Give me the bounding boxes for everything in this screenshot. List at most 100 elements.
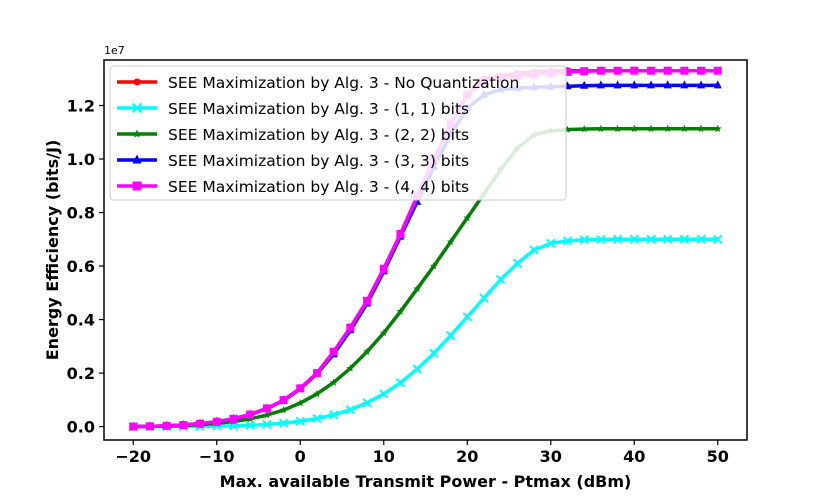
- legend-label: SEE Maximization by Alg. 3 - (3, 3) bits: [168, 152, 469, 170]
- data-point: [713, 80, 722, 89]
- data-point: [512, 258, 523, 269]
- data-point: [131, 102, 143, 114]
- data-point: [196, 419, 205, 428]
- data-point: [262, 419, 272, 430]
- legend: SEE Maximization by Alg. 3 - No Quantiza…: [109, 65, 567, 201]
- y-tick-label: 0.2: [67, 364, 95, 383]
- data-point: [162, 421, 171, 430]
- data-point: [680, 66, 689, 75]
- data-point: [445, 330, 456, 341]
- data-point: [346, 364, 355, 372]
- plot-area: [103, 59, 748, 441]
- data-point: [662, 234, 673, 245]
- data-point: [479, 293, 489, 303]
- data-point: [579, 235, 589, 245]
- data-point: [412, 364, 422, 374]
- y-tick-label: 0.6: [67, 257, 95, 276]
- data-point: [680, 124, 689, 133]
- data-point: [278, 418, 289, 428]
- data-point: [613, 66, 622, 75]
- data-point: [646, 234, 656, 245]
- data-point: [279, 396, 288, 405]
- data-point: [430, 262, 438, 270]
- data-point: [663, 124, 672, 133]
- data-point: [663, 80, 672, 89]
- data-point: [646, 66, 655, 75]
- data-point: [596, 234, 606, 245]
- data-point: [413, 284, 421, 293]
- y-axis-title: Energy Efficiency (bits/J): [43, 140, 62, 361]
- x-tick-label: 40: [623, 447, 645, 466]
- data-point: [132, 181, 142, 191]
- data-point: [580, 125, 588, 133]
- data-point: [296, 399, 305, 407]
- data-point: [312, 413, 322, 424]
- x-tick-label: 10: [373, 447, 395, 466]
- data-point: [133, 78, 141, 86]
- data-point: [580, 67, 589, 76]
- data-point: [396, 307, 405, 315]
- data-point: [312, 369, 321, 378]
- data-point: [295, 416, 305, 426]
- legend-label: SEE Maximization by Alg. 3 - (4, 4) bits: [168, 178, 469, 196]
- data-point: [346, 323, 355, 332]
- x-tick-label: 20: [456, 447, 478, 466]
- data-point: [679, 234, 690, 245]
- data-point: [145, 422, 154, 431]
- data-point: [596, 66, 605, 75]
- data-point: [647, 124, 655, 133]
- data-point: [596, 80, 605, 89]
- data-point: [612, 234, 623, 245]
- data-point: [680, 80, 689, 89]
- data-point: [345, 405, 356, 415]
- data-point: [713, 124, 722, 133]
- data-point: [379, 389, 389, 399]
- data-point: [362, 398, 372, 408]
- x-tick-label: 0: [295, 447, 306, 466]
- data-point: [562, 236, 573, 246]
- y-tick-label: 0.4: [67, 311, 95, 330]
- data-point: [396, 229, 405, 238]
- data-point: [328, 410, 339, 420]
- data-point: [697, 66, 706, 75]
- data-point: [546, 238, 556, 249]
- legend-item: SEE Maximization by Alg. 3 - (1, 1) bits: [117, 100, 469, 118]
- legend-item: SEE Maximization by Alg. 3 - (2, 2) bits: [117, 126, 469, 144]
- y-axis: 0.0 0.2 0.4 0.6 0.8 1.0 1.2: [67, 96, 104, 437]
- legend-label: SEE Maximization by Alg. 3 - (1, 1) bits: [168, 100, 469, 118]
- series-line: [133, 237, 718, 429]
- data-point: [129, 422, 138, 431]
- data-point: [495, 274, 506, 285]
- legend-item: SEE Maximization by Alg. 3 - (3, 3) bits: [117, 152, 469, 170]
- data-point: [713, 66, 722, 75]
- data-point: [329, 378, 338, 386]
- data-point: [613, 124, 622, 133]
- data-point: [697, 80, 706, 89]
- y-tick-label: 0.0: [67, 418, 95, 437]
- legend-item: SEE Maximization by Alg. 3 - (4, 4) bits: [117, 178, 469, 196]
- x-tick-label: −10: [199, 447, 235, 466]
- y-tick-label: 1.2: [67, 96, 95, 115]
- data-point: [379, 264, 388, 273]
- y-tick-label: 0.8: [67, 204, 95, 223]
- y-offset-label: 1e7: [104, 44, 125, 57]
- x-axis-title: Max. available Transmit Power - Ptmax (d…: [220, 472, 632, 491]
- data-point: [462, 312, 472, 322]
- data-point: [363, 347, 371, 355]
- data-point: [279, 406, 288, 414]
- data-point: [429, 348, 439, 359]
- data-point: [580, 80, 589, 89]
- data-point: [296, 384, 305, 393]
- data-point: [597, 124, 605, 133]
- data-point: [646, 80, 655, 89]
- series-2: [128, 234, 723, 432]
- data-point: [463, 213, 472, 222]
- data-point: [613, 80, 622, 89]
- data-point: [630, 80, 639, 89]
- data-point: [229, 414, 238, 423]
- y-tick-label: 1.0: [67, 150, 95, 169]
- legend-item: SEE Maximization by Alg. 3 - No Quantiza…: [117, 74, 519, 92]
- data-point: [132, 129, 142, 138]
- x-axis: −20 −10 0 10 20 30 40 50: [115, 440, 729, 466]
